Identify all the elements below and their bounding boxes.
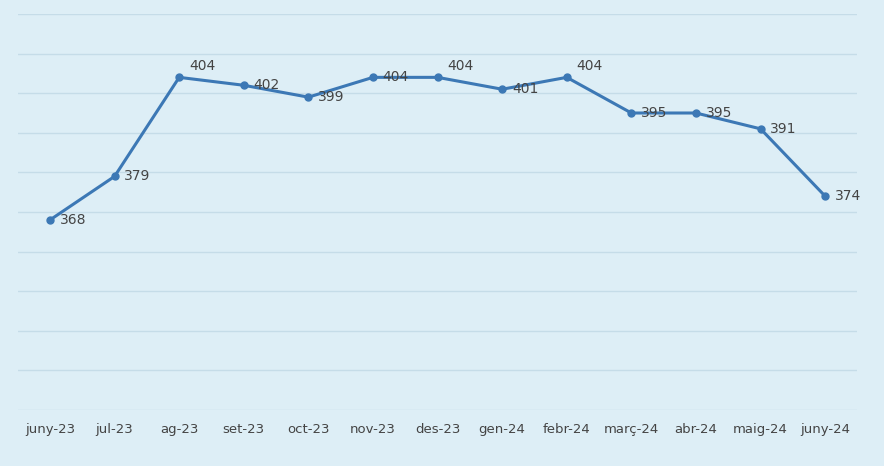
Text: 374: 374 <box>834 189 861 203</box>
Text: 401: 401 <box>512 82 538 96</box>
Text: 404: 404 <box>447 59 474 73</box>
Text: 399: 399 <box>318 90 345 104</box>
Text: 368: 368 <box>60 213 87 227</box>
Text: 404: 404 <box>576 59 603 73</box>
Text: 395: 395 <box>705 106 732 120</box>
Text: 404: 404 <box>383 70 409 84</box>
Text: 379: 379 <box>125 169 150 184</box>
Text: 395: 395 <box>641 106 667 120</box>
Text: 391: 391 <box>770 122 796 136</box>
Text: 404: 404 <box>189 59 215 73</box>
Text: 402: 402 <box>254 78 279 92</box>
